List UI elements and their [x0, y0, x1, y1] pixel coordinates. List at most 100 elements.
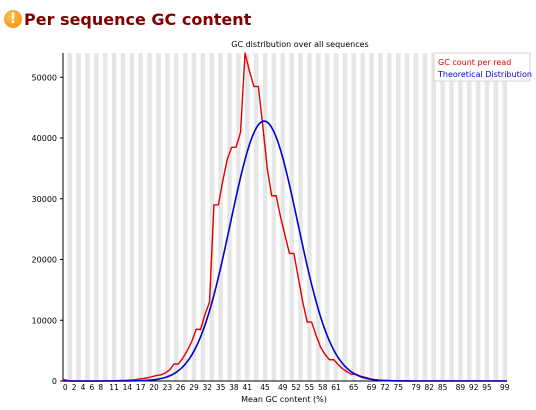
x-tick-label: 99	[500, 383, 510, 392]
grid-band	[502, 53, 507, 381]
grid-band	[271, 53, 277, 381]
grid-band	[94, 53, 99, 381]
x-tick-label: 58	[318, 383, 328, 392]
y-tick-label: 20000	[32, 256, 57, 265]
grid-band	[324, 53, 330, 381]
grid-band	[262, 53, 268, 381]
grid-band	[76, 53, 81, 381]
module-header: ! Per sequence GC content	[4, 6, 251, 32]
grid-band	[182, 53, 188, 381]
x-tick-label: 72	[380, 383, 390, 392]
grid-band	[227, 53, 232, 381]
grid-band	[484, 53, 490, 381]
x-tick-label: 89	[456, 383, 466, 392]
x-tick-label: 32	[203, 383, 213, 392]
x-tick-label: 23	[163, 383, 173, 392]
grid-band	[236, 53, 241, 381]
x-tick-label: 20	[149, 383, 159, 392]
legend: GC count per read Theoretical Distributi…	[433, 52, 532, 82]
grid-band	[333, 53, 339, 381]
grid-band	[298, 53, 303, 381]
x-tick-label: 6	[89, 383, 94, 392]
grid-band	[440, 53, 445, 381]
x-axis: 0 2 4 6 8 11 14 17 20 23 26 29 32 35 38 41 45 49 52 55 58 61 6…	[63, 380, 510, 392]
x-tick-label: 29	[189, 383, 199, 392]
grid-band	[102, 53, 108, 381]
grid-band	[342, 53, 348, 381]
x-tick-label: 8	[98, 383, 103, 392]
x-tick-label: 49	[278, 383, 288, 392]
grid-band	[280, 53, 285, 381]
x-tick-label: 79	[411, 383, 421, 392]
x-tick-label: 85	[438, 383, 448, 392]
grid-band	[253, 53, 259, 381]
x-tick-label: 0	[63, 383, 68, 392]
x-tick-label: 17	[136, 383, 146, 392]
y-tick-label: 0	[52, 377, 57, 386]
grid-band	[360, 53, 365, 381]
legend-entry-theoretical: Theoretical Distribution	[437, 70, 532, 79]
grid-band	[475, 53, 481, 381]
x-tick-label: 4	[81, 383, 86, 392]
grid-band	[307, 53, 312, 381]
y-tick-label: 30000	[32, 195, 57, 204]
grid-band	[431, 53, 436, 381]
y-tick-label: 10000	[32, 316, 57, 325]
grid-band	[156, 53, 161, 381]
grid-band	[218, 53, 223, 381]
x-tick-label: 92	[469, 383, 479, 392]
x-tick-label: 52	[291, 383, 301, 392]
grid-band	[85, 53, 90, 381]
x-tick-label: 95	[482, 383, 492, 392]
x-tick-label: 82	[425, 383, 435, 392]
legend-entry-gc-count: GC count per read	[438, 58, 511, 67]
x-tick-label: 35	[216, 383, 226, 392]
page-title: Per sequence GC content	[24, 9, 252, 29]
grid-band	[458, 53, 463, 381]
legend-box	[433, 52, 531, 82]
x-tick-label: 69	[367, 383, 377, 392]
series-lines	[62, 52, 507, 382]
grid-band	[165, 53, 170, 381]
grid-band	[422, 53, 428, 381]
chart-title: GC distribution over all sequences	[231, 40, 368, 49]
x-tick-label: 14	[123, 383, 133, 392]
x-tick-label: 11	[109, 383, 119, 392]
x-tick-label: 55	[305, 383, 315, 392]
grid-band	[289, 53, 294, 381]
x-tick-label: 2	[72, 383, 77, 392]
grid-band	[111, 53, 117, 381]
grid-band	[449, 53, 454, 381]
x-tick-label: 61	[331, 383, 341, 392]
x-axis-label: Mean GC content (%)	[241, 395, 327, 404]
grid-band	[467, 53, 472, 381]
grid-band	[120, 53, 126, 381]
grid-band	[316, 53, 321, 381]
y-axis: 0 10000 20000 30000 40000 50000	[32, 53, 64, 386]
y-tick-label: 50000	[32, 73, 57, 82]
grid-band	[351, 53, 357, 381]
grid-band	[387, 53, 392, 381]
grid-band	[147, 53, 152, 381]
grid-band	[493, 53, 499, 381]
grid-band	[138, 53, 143, 381]
grid-band	[209, 53, 214, 381]
y-tick-label: 40000	[32, 134, 57, 143]
x-tick-label: 26	[176, 383, 186, 392]
x-tick-label: 75	[393, 383, 403, 392]
grid-band	[191, 53, 197, 381]
grid-bands	[67, 53, 507, 381]
x-tick-label: 45	[260, 383, 270, 392]
grid-band	[404, 53, 410, 381]
grid-band	[200, 53, 206, 381]
grid-band	[174, 53, 179, 381]
grid-band	[378, 53, 383, 381]
grid-band	[369, 53, 374, 381]
x-tick-label: 65	[349, 383, 359, 392]
x-tick-label: 38	[229, 383, 239, 392]
grid-band	[129, 53, 135, 381]
grid-band	[67, 53, 72, 381]
x-tick-label: 41	[242, 383, 252, 392]
grid-band	[396, 53, 401, 381]
